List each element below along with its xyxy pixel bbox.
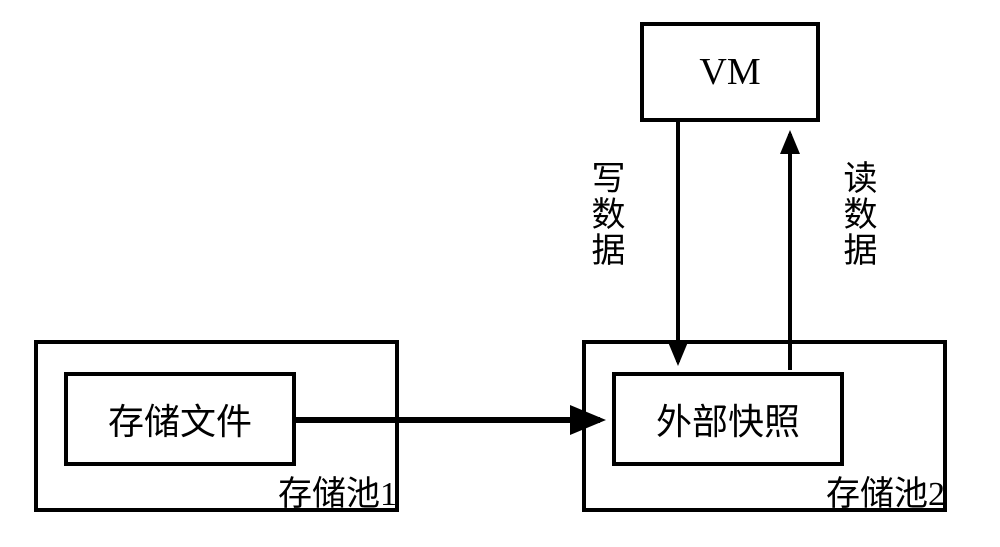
pool2-label: 存储池2 <box>826 466 945 515</box>
diagram-canvas: VM 存储池1 存储文件 存储池2 外部快照 写数据 读数据 <box>0 0 1000 547</box>
read-edge-label: 读数据 <box>832 160 881 268</box>
snapshot-node: 外部快照 <box>612 372 844 466</box>
write-edge-label: 写数据 <box>580 160 629 268</box>
vm-node: VM <box>640 22 820 122</box>
storage-file-node: 存储文件 <box>64 372 296 466</box>
storage-file-label: 存储文件 <box>108 393 252 445</box>
snapshot-label: 外部快照 <box>656 393 800 445</box>
vm-label: VM <box>699 50 760 94</box>
pool1-label: 存储池1 <box>278 466 397 515</box>
